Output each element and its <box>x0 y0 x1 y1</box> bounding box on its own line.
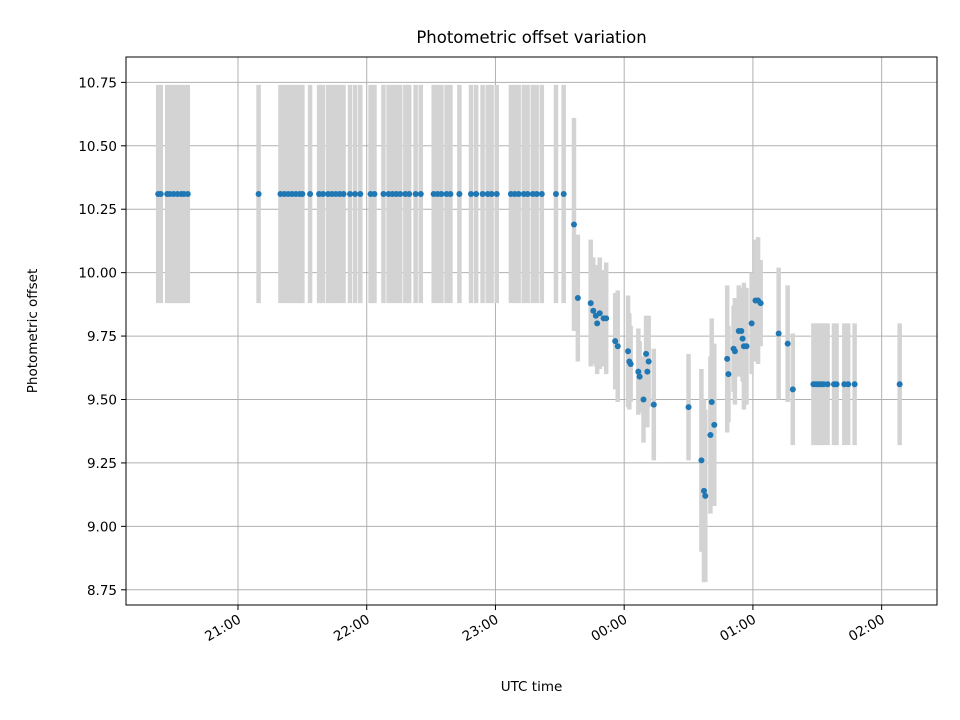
data-point <box>851 381 858 388</box>
data-point <box>538 191 545 197</box>
data-point <box>570 221 577 228</box>
data-point <box>357 191 364 197</box>
data-point <box>479 191 486 197</box>
data-point <box>594 320 601 327</box>
data-point <box>757 300 764 307</box>
data-point <box>417 191 424 197</box>
data-point <box>896 381 903 388</box>
data-point <box>738 328 745 334</box>
data-point <box>725 371 732 378</box>
data-points <box>155 191 903 499</box>
data-point <box>299 191 306 197</box>
data-point <box>731 348 738 355</box>
data-point <box>533 191 540 197</box>
data-point <box>603 315 610 322</box>
data-point <box>184 191 191 197</box>
data-point <box>833 381 840 388</box>
data-point <box>574 295 581 302</box>
data-point <box>552 191 559 197</box>
data-point <box>640 396 647 403</box>
data-point <box>488 191 495 197</box>
y-tick-label: 10.00 <box>78 266 117 282</box>
data-point <box>748 320 755 327</box>
data-point <box>515 191 522 197</box>
data-point <box>625 348 632 355</box>
data-point <box>412 191 419 197</box>
data-point <box>700 487 707 494</box>
y-tick-label: 9.75 <box>87 329 117 345</box>
plot-frame <box>125 56 938 606</box>
data-point <box>255 191 262 197</box>
data-point <box>307 191 314 197</box>
data-point <box>636 373 643 380</box>
chart-title: Photometric offset variation <box>416 28 646 47</box>
data-point <box>456 191 463 197</box>
data-point <box>685 404 692 411</box>
data-point <box>612 338 619 345</box>
data-point <box>645 358 652 365</box>
data-point <box>397 191 404 197</box>
data-point <box>319 191 326 197</box>
data-point <box>635 368 642 375</box>
data-point <box>493 191 500 197</box>
y-tick-label: 10.75 <box>78 75 117 91</box>
data-point <box>467 191 474 197</box>
data-point <box>644 368 651 375</box>
y-tick-label: 9.50 <box>87 393 117 409</box>
data-point <box>352 191 359 197</box>
data-point <box>711 421 718 428</box>
y-axis-label: Photometric offset <box>25 269 41 393</box>
data-point <box>380 191 387 197</box>
y-tick-label: 9.00 <box>87 519 117 535</box>
data-point <box>724 355 731 362</box>
data-point <box>708 399 715 406</box>
y-tick-label: 8.75 <box>87 583 117 599</box>
data-point <box>614 343 621 350</box>
data-point <box>524 191 531 197</box>
data-point <box>845 381 852 388</box>
data-point <box>590 307 597 314</box>
data-point <box>789 386 796 393</box>
y-axis-ticks: 8.75 9.00 9.25 9.50 9.75 10.00 10.25 10.50 10.75 <box>78 75 126 599</box>
data-point <box>447 191 454 197</box>
data-point <box>157 191 164 197</box>
data-point <box>707 432 714 439</box>
data-point <box>739 335 746 342</box>
data-point <box>743 343 750 350</box>
data-point <box>438 191 445 197</box>
data-point <box>698 457 705 464</box>
data-point <box>650 401 657 408</box>
data-point <box>346 191 353 197</box>
data-point <box>702 492 709 499</box>
data-point <box>784 340 791 347</box>
data-point <box>627 360 634 367</box>
data-point <box>775 330 782 337</box>
data-point <box>473 191 480 197</box>
data-point <box>371 191 378 197</box>
y-tick-label: 10.50 <box>78 139 117 155</box>
data-point <box>560 191 567 197</box>
data-point <box>643 350 650 357</box>
data-point <box>824 381 831 388</box>
y-tick-label: 10.25 <box>78 202 117 218</box>
data-point <box>596 310 603 317</box>
data-point <box>406 191 413 197</box>
x-axis-label: UTC time <box>501 679 563 695</box>
data-point <box>587 300 594 307</box>
data-point <box>340 191 347 197</box>
y-tick-label: 9.25 <box>87 456 117 472</box>
